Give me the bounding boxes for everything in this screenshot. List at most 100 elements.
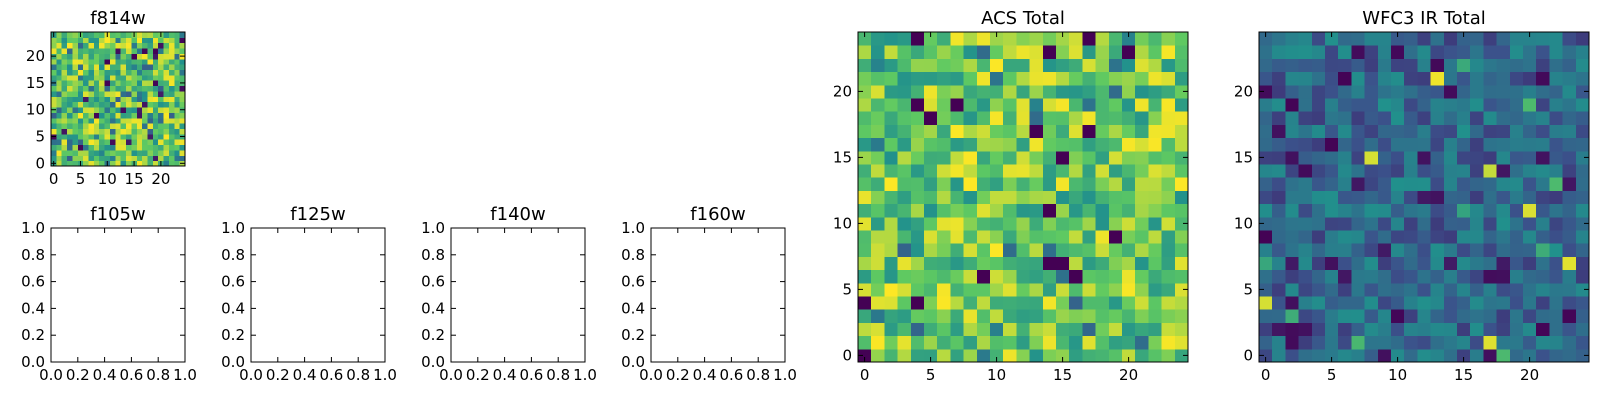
heatmap-cell xyxy=(897,243,912,257)
heatmap-cell xyxy=(1095,150,1110,165)
heatmap-cell xyxy=(77,133,84,140)
heatmap-cell xyxy=(99,48,106,54)
heatmap-cell xyxy=(109,80,116,87)
heatmap-cell xyxy=(1338,111,1352,125)
heatmap-cell xyxy=(910,58,925,73)
heatmap-cell xyxy=(1391,230,1405,244)
heatmap-cell xyxy=(1285,58,1300,73)
heatmap-cell xyxy=(1404,58,1418,73)
heatmap-cell xyxy=(158,133,165,140)
heatmap-cell xyxy=(1122,309,1136,323)
heatmap-cell xyxy=(142,133,148,140)
heatmap-cell xyxy=(179,155,186,162)
heatmap-cell xyxy=(1430,84,1445,99)
heatmap-cell xyxy=(1430,348,1445,363)
heatmap-cell xyxy=(1285,230,1300,244)
heatmap-cell xyxy=(990,309,1004,323)
heatmap-cell xyxy=(1285,243,1300,257)
heatmap-cell xyxy=(1285,296,1300,310)
heatmap-cell xyxy=(1470,84,1484,99)
heatmap-cell xyxy=(61,42,68,49)
heatmap-cell xyxy=(910,282,925,297)
heatmap-cell xyxy=(1016,137,1031,152)
heatmap-cell xyxy=(1562,177,1577,191)
heatmap-cell xyxy=(142,139,148,146)
heatmap-cell xyxy=(72,117,79,124)
heatmap-cell xyxy=(163,101,170,108)
heatmap-cell xyxy=(1470,243,1484,257)
heatmap-cell xyxy=(1016,32,1031,46)
heatmap-cell xyxy=(897,309,912,323)
heatmap-cell xyxy=(1174,322,1189,337)
heatmap-cell xyxy=(1575,309,1590,323)
heatmap-cell xyxy=(884,296,899,310)
heatmap-cell xyxy=(1549,282,1564,297)
heatmap-cell xyxy=(1056,269,1070,284)
heatmap-cell xyxy=(109,139,116,146)
heatmap-cell xyxy=(1174,58,1189,73)
heatmap-cell xyxy=(99,133,106,140)
heatmap-cell xyxy=(1417,137,1432,152)
heatmap-cell xyxy=(1404,32,1418,46)
heatmap-cell xyxy=(1391,296,1405,310)
heatmap-cell xyxy=(1285,348,1300,363)
heatmap-cell xyxy=(77,64,84,71)
heatmap-cell xyxy=(56,64,63,71)
heatmap-cell xyxy=(67,90,73,97)
heatmap-cell xyxy=(1483,322,1498,337)
heatmap-cell xyxy=(56,58,63,65)
heatmap-cell xyxy=(174,42,181,49)
heatmap-cell xyxy=(93,123,100,129)
heatmap-cell xyxy=(910,309,925,323)
heatmap-cell xyxy=(1042,243,1057,257)
heatmap-cell xyxy=(1311,256,1326,271)
heatmap-cell xyxy=(1391,58,1405,73)
heatmap-cell xyxy=(1311,309,1326,323)
x-tick-label: 1.0 xyxy=(373,366,397,384)
heatmap-cell xyxy=(871,137,885,152)
heatmap-cell xyxy=(67,37,73,44)
heatmap-cell xyxy=(61,144,68,151)
heatmap-cell xyxy=(1470,58,1484,73)
heatmap-cell xyxy=(858,150,872,165)
x-tick-label: 0.0 xyxy=(239,366,263,384)
heatmap-cell xyxy=(174,58,181,65)
heatmap-cell xyxy=(109,64,116,71)
heatmap-cell xyxy=(1148,71,1163,86)
heatmap-cell xyxy=(104,96,111,103)
heatmap-cell xyxy=(1417,348,1432,363)
heatmap-cell xyxy=(884,216,899,231)
heatmap-cell xyxy=(147,123,154,129)
x-tick-label: 1.0 xyxy=(573,366,597,384)
heatmap-cell xyxy=(1016,348,1031,363)
heatmap-cell xyxy=(1148,45,1163,59)
heatmap-cell xyxy=(1029,256,1044,271)
heatmap-cell xyxy=(158,139,165,146)
heatmap-cell xyxy=(1108,98,1123,112)
heatmap-cell xyxy=(1082,111,1097,125)
heatmap-cell xyxy=(179,112,186,119)
heatmap-cell xyxy=(104,149,111,156)
heatmap-cell xyxy=(1003,282,1017,297)
heatmap-cell xyxy=(897,45,912,59)
heatmap-cell xyxy=(163,123,170,129)
heatmap-cell xyxy=(1016,243,1031,257)
heatmap-cell xyxy=(963,335,978,350)
heatmap-cell xyxy=(72,48,79,54)
heatmap-cell xyxy=(1003,348,1017,363)
heatmap-cell xyxy=(871,177,885,191)
heatmap-cell xyxy=(174,32,181,38)
heatmap-cell xyxy=(142,58,148,65)
y-tick-label: 0.4 xyxy=(21,299,45,317)
heatmap-cell xyxy=(1161,243,1176,257)
heatmap-cell xyxy=(1056,124,1070,139)
heatmap-cell xyxy=(104,37,111,44)
heatmap-cell xyxy=(109,112,116,119)
heatmap-cell xyxy=(1148,32,1163,46)
heatmap-cell xyxy=(1325,137,1339,152)
heatmap-cell xyxy=(1311,98,1326,112)
heatmap-cell xyxy=(109,133,116,140)
heatmap-cell xyxy=(1082,58,1097,73)
heatmap-cell xyxy=(976,137,991,152)
heatmap-cell xyxy=(1549,98,1564,112)
